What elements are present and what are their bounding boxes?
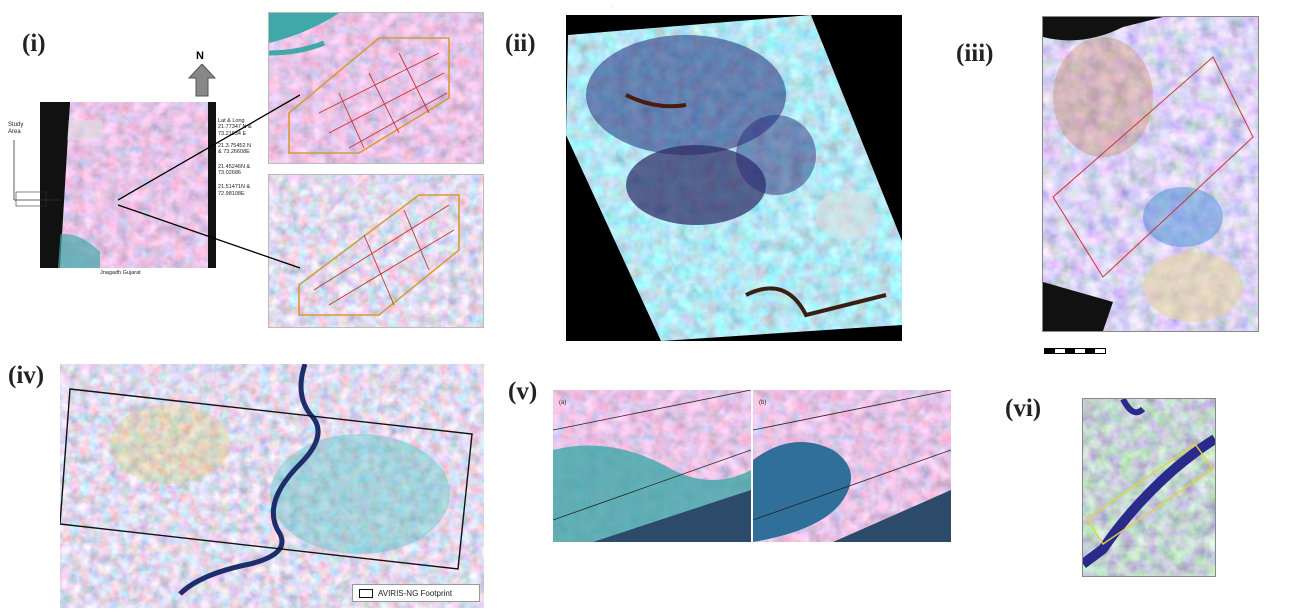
overview-image <box>40 102 216 268</box>
panel-label-ii: (ii) <box>505 30 536 57</box>
coordinate-list: Lat & Long 21.77347 N & 73.21934 E 21.3.… <box>218 118 270 197</box>
overview-caption: Jnagadh Gujarat <box>100 270 141 276</box>
connector-lines <box>117 94 300 269</box>
zoom-image-bottom <box>268 174 484 328</box>
study-area-pointer <box>13 140 60 207</box>
scale-bar-iii <box>1044 348 1106 354</box>
north-arrow: N <box>187 50 217 97</box>
study-area-label: Study Area <box>8 122 24 135</box>
panel-label-i: (i) <box>22 30 46 57</box>
north-arrow-icon <box>187 64 217 97</box>
legend-swatch-icon <box>359 588 373 598</box>
panel-label-vi: (vi) <box>1005 395 1042 422</box>
sub-label-a: (a) <box>559 400 567 406</box>
sub-label-b: (b) <box>759 400 767 406</box>
map-v-b: (b) <box>753 390 951 542</box>
north-label: N <box>196 50 204 62</box>
map-iii <box>1042 16 1259 332</box>
tick-ii-1: · <box>612 6 614 10</box>
coord-2: 21.3.75452 N & 73.26608E <box>218 142 252 156</box>
legend-iv: AVIRIS-NG Footprint <box>352 584 480 602</box>
panel-label-iv: (iv) <box>8 362 45 389</box>
coord-4: 21.51471N & 72.98108E <box>218 184 251 197</box>
map-ii <box>566 15 902 341</box>
coord-3: 21.45246N & 73.02686 <box>218 163 251 176</box>
map-v-a: (a) <box>553 390 751 542</box>
panel-label-iii: (iii) <box>956 40 994 67</box>
zoom-image-top <box>268 12 484 164</box>
panel-label-v: (v) <box>508 378 538 405</box>
legend-label: AVIRIS-NG Footprint <box>378 588 453 598</box>
map-iv <box>60 364 484 608</box>
map-vi <box>1082 398 1216 577</box>
